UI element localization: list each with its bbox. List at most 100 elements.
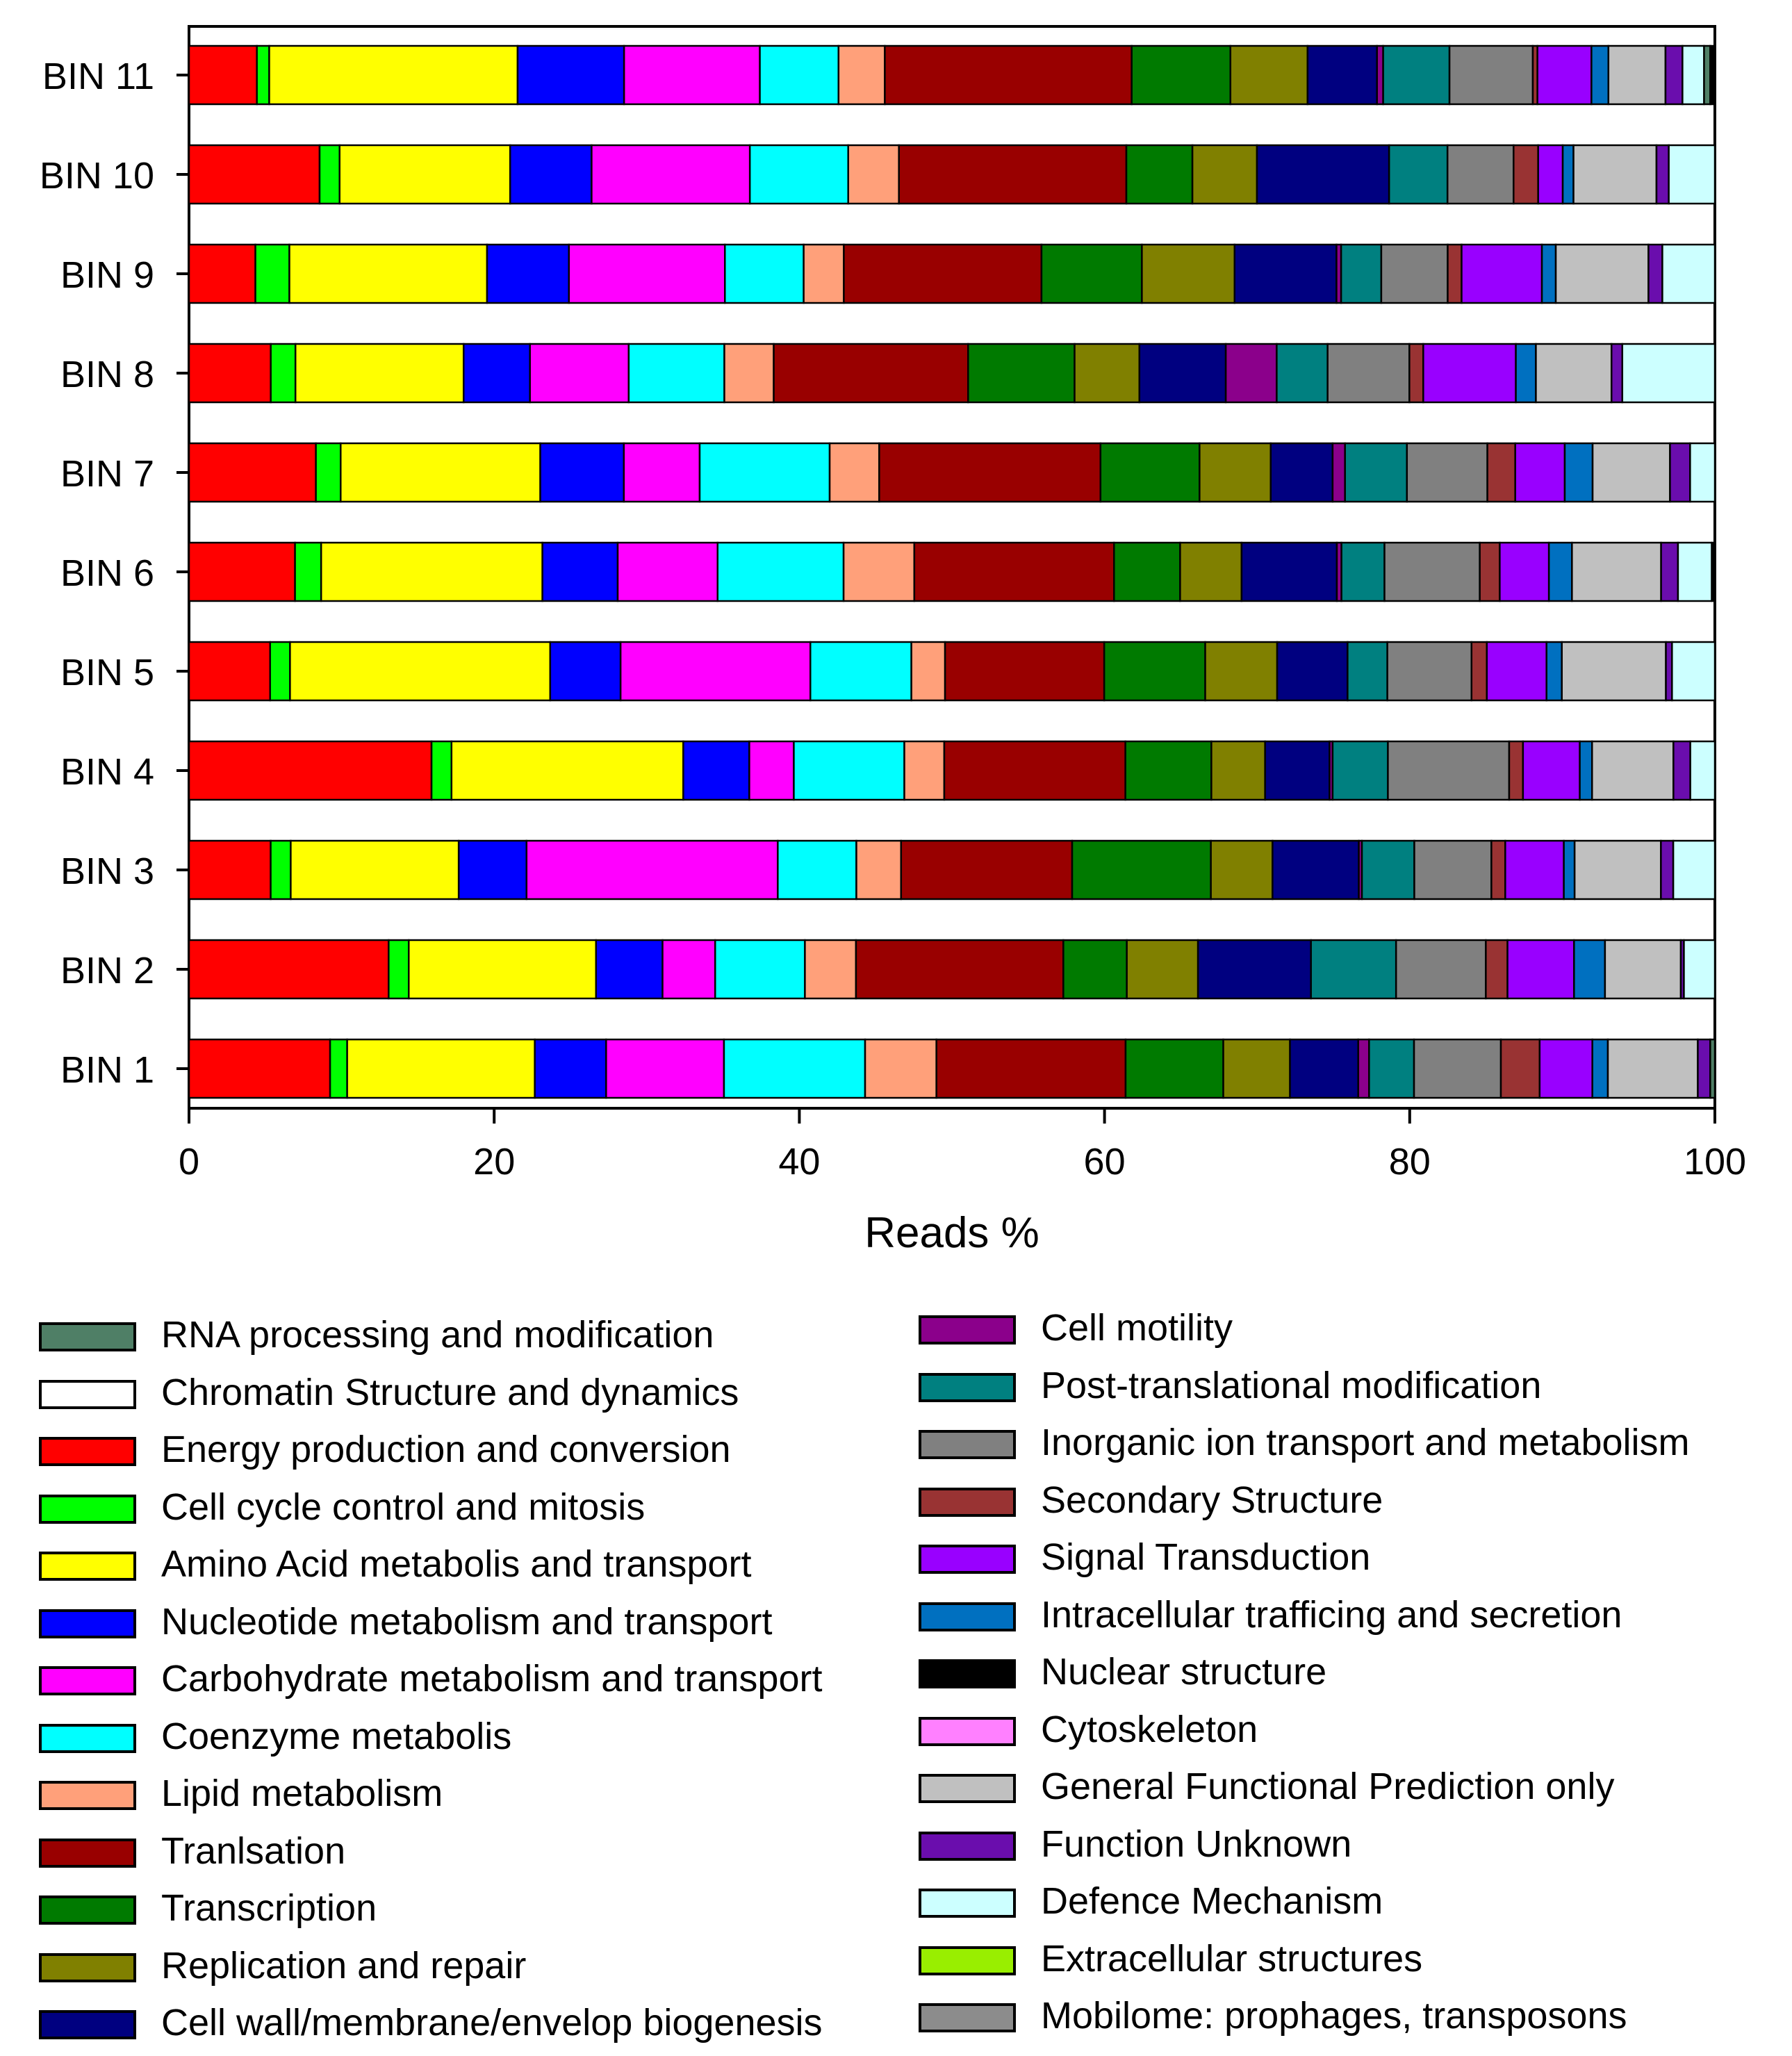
bar-segment <box>269 641 291 702</box>
bar-segment <box>903 740 946 801</box>
bar-segment <box>457 839 528 900</box>
bar-segment <box>1413 1038 1502 1099</box>
bar-segment <box>1689 442 1716 503</box>
legend-label: Extracellular structures <box>1041 1937 1423 1980</box>
bar-segment <box>900 839 1074 900</box>
bar-segment <box>256 44 270 106</box>
bar-segment <box>462 343 531 404</box>
y-tick-label: BIN 1 <box>60 1049 154 1091</box>
bar-segment <box>1141 243 1235 304</box>
bar-segment <box>549 641 622 702</box>
bar-segment <box>913 541 1115 602</box>
bar-segment <box>1406 442 1488 503</box>
bar-segment <box>1573 839 1662 900</box>
bar-segment <box>294 541 322 602</box>
bar-segment <box>1490 839 1506 900</box>
legend-swatch <box>919 1315 1016 1344</box>
bar-segment <box>509 144 593 205</box>
bar-segment <box>1610 343 1624 404</box>
bar-segment <box>1579 740 1593 801</box>
bar-segment <box>294 343 465 404</box>
bar-segment <box>843 243 1043 304</box>
legend-swatch <box>39 1666 136 1695</box>
bar-segment <box>1126 939 1199 1000</box>
bar-group <box>188 44 1716 1099</box>
bar-segment <box>1689 740 1716 801</box>
legend-label: Intracellular trafficing and secretion <box>1041 1593 1622 1636</box>
bar-segment <box>943 740 1126 801</box>
bar-segment <box>188 144 321 205</box>
bar-segment <box>605 1038 725 1099</box>
bar-segment <box>289 641 552 702</box>
bar-segment <box>627 343 725 404</box>
bar-segment <box>1387 740 1511 801</box>
bar-segment <box>1665 641 1673 702</box>
legend-label: Mobilome: prophages, transposons <box>1041 1995 1627 2037</box>
bar-segment <box>388 939 410 1000</box>
bar-segment <box>1672 740 1691 801</box>
bar-segment <box>837 44 886 106</box>
bar-segment <box>329 1038 348 1099</box>
bar-segment <box>1591 442 1671 503</box>
bar-segment <box>254 243 290 304</box>
bar-segment <box>1607 44 1667 106</box>
legend-label: Nucleotide metabolism and transport <box>161 1600 773 1643</box>
bar-segment <box>724 243 805 304</box>
bar-segment <box>1561 144 1575 205</box>
bar-segment <box>1224 343 1278 404</box>
bar-segment <box>516 44 625 106</box>
bar-segment <box>1506 939 1575 1000</box>
legend-swatch <box>39 1322 136 1351</box>
legend-label: Cell cycle control and mitosis <box>161 1486 646 1528</box>
bar-segment <box>1344 442 1408 503</box>
bar-segment <box>1499 1038 1541 1099</box>
bar-segment <box>1447 243 1463 304</box>
bar-segment <box>1331 740 1389 801</box>
legend-swatch <box>919 1430 1016 1459</box>
bar-segment <box>1131 44 1232 106</box>
legend-swatch <box>919 1659 1016 1688</box>
bar-segment <box>1508 740 1524 801</box>
bar-segment <box>1621 343 1716 404</box>
bar-segment <box>1703 44 1711 106</box>
bar-segment <box>661 939 716 1000</box>
bar-segment <box>1486 442 1516 503</box>
bar-segment <box>1591 740 1675 801</box>
bar-segment <box>346 1038 536 1099</box>
bar-segment <box>1563 839 1576 900</box>
y-tick-label: BIN 8 <box>60 354 154 395</box>
bar-segment <box>1571 541 1662 602</box>
bar-segment <box>1191 144 1258 205</box>
bar-segment <box>1380 243 1449 304</box>
bar-segment <box>1099 442 1201 503</box>
bar-segment <box>1306 44 1378 106</box>
legend-label: Signal Transduction <box>1041 1536 1371 1578</box>
bar-segment <box>1683 939 1716 1000</box>
bar-segment <box>270 839 292 900</box>
bar-segment <box>1709 1038 1716 1099</box>
legend-label: General Functional Prediction only <box>1041 1766 1615 1807</box>
bar-segment <box>539 442 625 503</box>
legend-label: Coenzyme metabolis <box>161 1715 512 1757</box>
bar-segment <box>1537 144 1564 205</box>
bar-segment <box>1388 144 1449 205</box>
bar-segment <box>1561 641 1667 702</box>
legend-right: Cell motility Post-translational modifica… <box>919 1307 1787 2039</box>
legend-swatch <box>39 1952 136 1982</box>
legend-swatch <box>919 1487 1016 1517</box>
bar-segment <box>188 740 433 801</box>
y-tick-label: BIN 3 <box>60 850 154 892</box>
bar-segment <box>1479 541 1501 602</box>
bar-segment <box>1660 839 1675 900</box>
legend-label: Carbohydrate metabolism and transport <box>161 1658 823 1700</box>
legend-swatch <box>919 1372 1016 1402</box>
bar-segment <box>847 144 900 205</box>
bar-segment <box>288 243 488 304</box>
bar-segment <box>1461 243 1543 304</box>
bar-segment <box>1554 243 1650 304</box>
x-tick-label: 80 <box>1389 1141 1431 1183</box>
legend-swatch <box>39 1723 136 1753</box>
bar-segment <box>188 1038 331 1099</box>
legend-swatch <box>39 1379 136 1409</box>
bar-segment <box>1125 144 1194 205</box>
